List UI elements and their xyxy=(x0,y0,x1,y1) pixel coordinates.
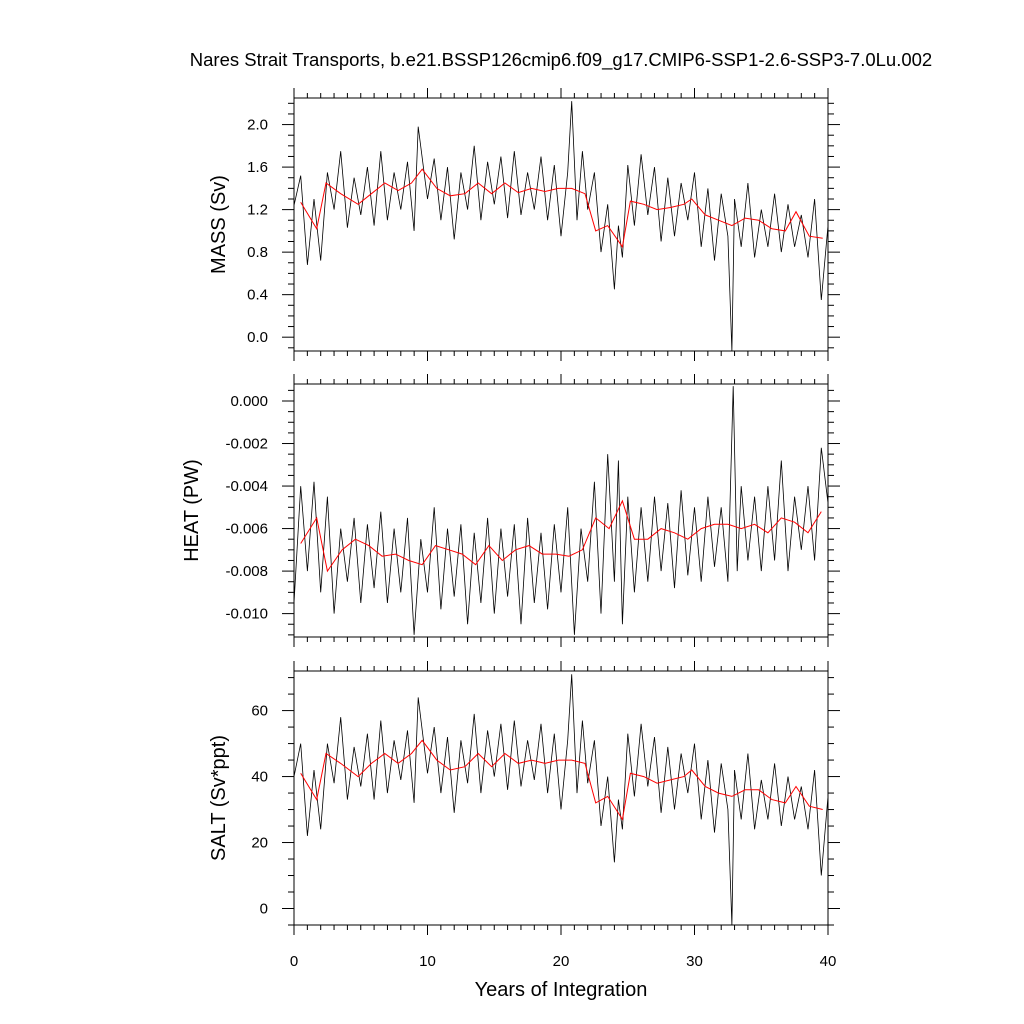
salt-y-tick-label: 0 xyxy=(260,901,268,918)
salt-y-tick-label: 40 xyxy=(251,769,268,786)
x-tick-label: 20 xyxy=(553,953,570,970)
mass-y-axis-label: MASS (Sv) xyxy=(208,175,230,274)
heat-y-tick-label: -0.002 xyxy=(225,436,268,453)
salt-annual-mean-line xyxy=(300,739,823,821)
panel-salt: 0 20 40 60 SALT (Sv*ppt) xyxy=(208,661,840,935)
x-axis-label: Years of Integration xyxy=(475,979,648,1001)
mass-y-tick-label: 0.0 xyxy=(247,329,268,346)
salt-y-axis-label: SALT (Sv*ppt) xyxy=(208,735,230,861)
chart-title: Nares Strait Transports, b.e21.BSSP126cm… xyxy=(190,49,932,71)
mass-y-tick-label: 2.0 xyxy=(247,117,268,134)
heat-plot-frame xyxy=(293,383,829,638)
salt-monthly-series-line xyxy=(294,674,828,925)
salt-y-tick-label: 20 xyxy=(251,835,268,852)
x-tick-label: 40 xyxy=(820,953,837,970)
mass-annual-mean-line xyxy=(300,168,823,249)
heat-y-tick-label: -0.010 xyxy=(225,606,268,623)
mass-y-tick-label: 1.2 xyxy=(247,202,268,219)
panel-heat: 0.000 -0.002 -0.004 -0.006 -0.008 -0.010 HEAT … xyxy=(181,374,840,647)
heat-monthly-series-line xyxy=(294,386,828,635)
x-tick-label: 0 xyxy=(290,953,298,970)
mass-y-tick-label: 1.6 xyxy=(247,159,268,176)
heat-annual-mean-line xyxy=(300,499,822,573)
x-tick-labels: 0 10 20 30 40 xyxy=(290,953,837,970)
x-tick-label: 30 xyxy=(686,953,703,970)
panel-mass: 0.0 0.4 0.8 1.2 1.6 2.0 MASS (Sv) xyxy=(208,88,840,361)
heat-y-tick-label: 0.000 xyxy=(230,393,268,410)
heat-y-tick-label: -0.008 xyxy=(225,563,268,580)
mass-monthly-series-line xyxy=(294,101,828,351)
heat-y-tick-label: -0.006 xyxy=(225,521,268,538)
x-tick-label: 10 xyxy=(419,953,436,970)
salt-y-tick-label: 60 xyxy=(251,703,268,720)
heat-y-axis-label: HEAT (PW) xyxy=(181,459,203,562)
mass-y-tick-label: 0.4 xyxy=(247,287,268,304)
mass-y-tick-label: 0.8 xyxy=(247,244,268,261)
heat-y-tick-label: -0.004 xyxy=(225,478,268,495)
